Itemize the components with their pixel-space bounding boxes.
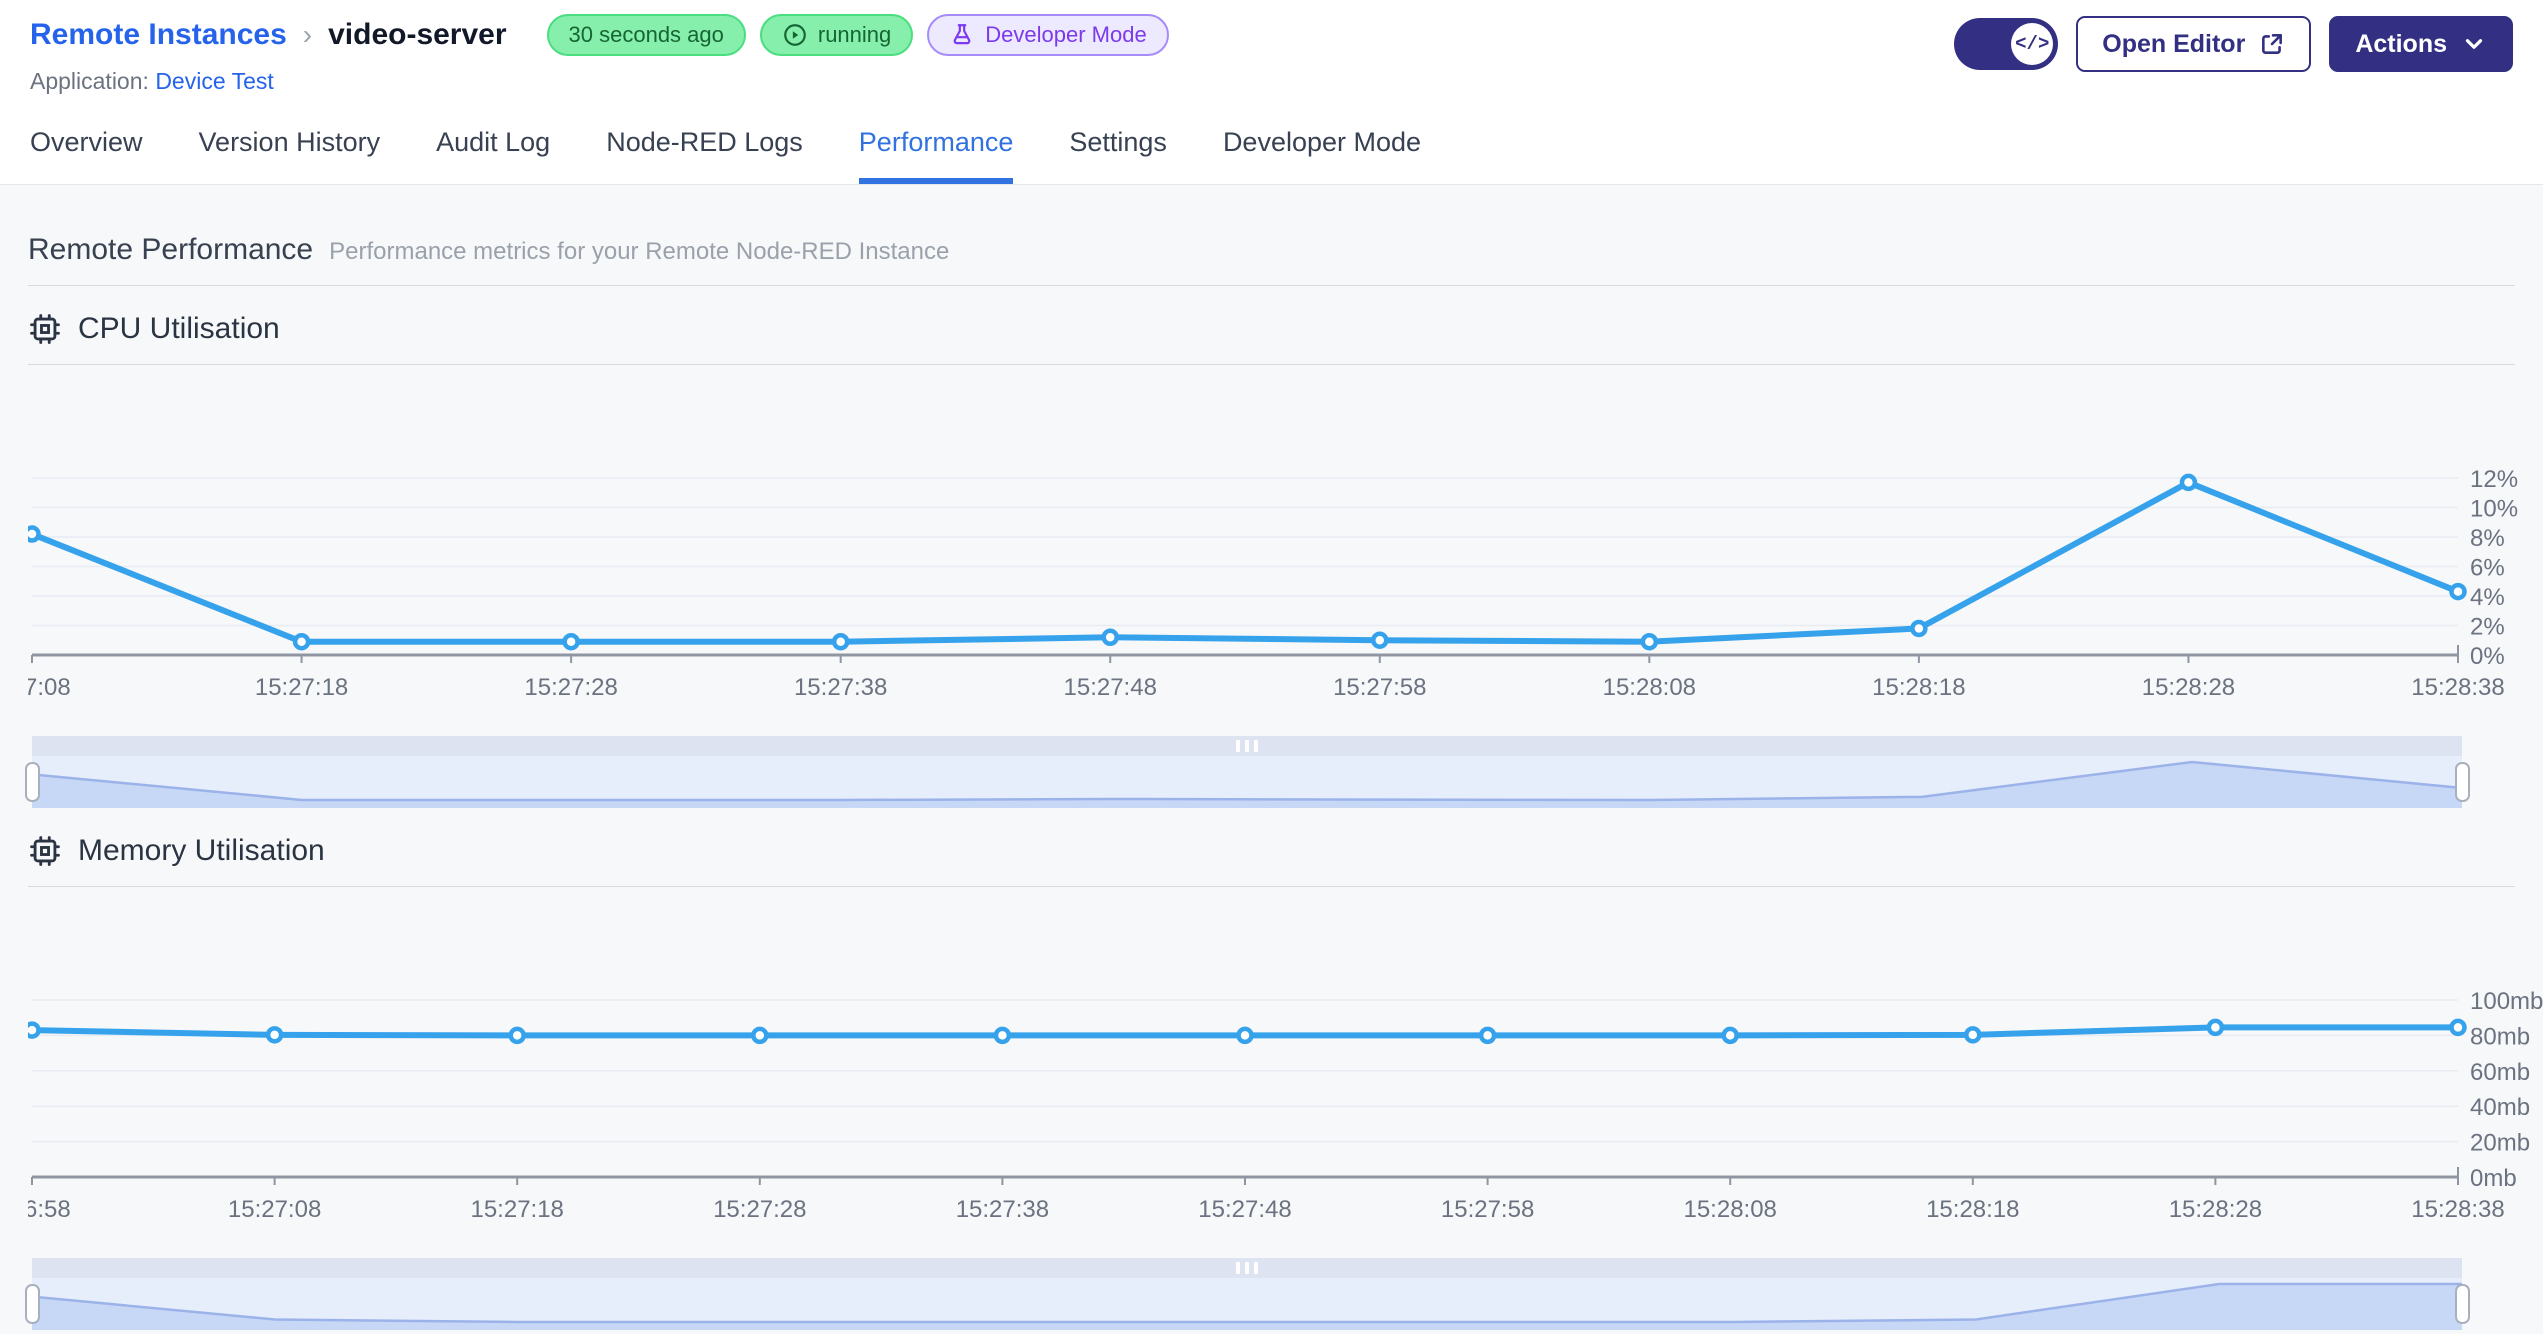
cpu-section: CPU Utilisation 0% 2% 4% 6% 8% 10% 12% 7:08 15:2… bbox=[25, 312, 2518, 808]
actions-label: Actions bbox=[2355, 29, 2447, 58]
play-circle-icon bbox=[784, 24, 806, 46]
instance-name: video-server bbox=[328, 18, 507, 51]
svg-text:7:08: 7:08 bbox=[28, 674, 71, 700]
svg-text:100mb: 100mb bbox=[2470, 988, 2543, 1015]
memory-chip-icon bbox=[30, 836, 60, 866]
cpu-brush-handle-right[interactable] bbox=[2455, 762, 2470, 802]
tab-version-history[interactable]: Version History bbox=[199, 100, 381, 184]
cpu-brush-minimap[interactable] bbox=[32, 756, 2462, 808]
tab-overview[interactable]: Overview bbox=[30, 100, 143, 184]
divider bbox=[28, 364, 2515, 365]
external-link-icon bbox=[2262, 34, 2283, 54]
svg-text:4%: 4% bbox=[2470, 584, 2505, 611]
last-seen-badge: 30 seconds ago bbox=[546, 14, 746, 56]
memory-brush-handle-right[interactable] bbox=[2455, 1284, 2470, 1324]
memory-section: Memory Utilisation 0mb 20mb 40mb 60mb 80mb 10… bbox=[25, 834, 2543, 1330]
memory-brush-track[interactable] bbox=[32, 1258, 2462, 1278]
memory-chart-brush[interactable] bbox=[25, 1258, 2470, 1330]
status-label: running bbox=[817, 22, 892, 47]
svg-text:15:27:38: 15:27:38 bbox=[794, 674, 887, 700]
svg-text:15:28:28: 15:28:28 bbox=[2169, 1196, 2262, 1222]
memory-brush-minimap[interactable] bbox=[32, 1278, 2462, 1330]
performance-panel: Remote Performance Performance metrics f… bbox=[0, 185, 2543, 1330]
svg-text:20mb: 20mb bbox=[2470, 1130, 2530, 1157]
application-row: Application: Device Test bbox=[30, 68, 1169, 95]
svg-text:40mb: 40mb bbox=[2470, 1094, 2530, 1121]
developer-mode-label: Developer Mode bbox=[985, 22, 1147, 47]
svg-text:12%: 12% bbox=[2470, 466, 2518, 493]
cpu-brush-track[interactable] bbox=[32, 736, 2462, 756]
breadcrumb-remote-instances-link[interactable]: Remote Instances bbox=[30, 18, 287, 51]
drag-grip-icon[interactable] bbox=[1236, 1262, 1258, 1274]
open-editor-label: Open Editor bbox=[2102, 29, 2246, 58]
svg-text:0%: 0% bbox=[2470, 643, 2505, 670]
open-editor-button[interactable]: Open Editor bbox=[2076, 16, 2312, 72]
svg-text:8%: 8% bbox=[2470, 525, 2505, 552]
cpu-chip-icon bbox=[30, 314, 60, 344]
code-icon: </> bbox=[2011, 23, 2054, 65]
last-seen-label: 30 seconds ago bbox=[568, 22, 724, 47]
svg-text:10%: 10% bbox=[2470, 496, 2518, 523]
memory-brush-handle-left[interactable] bbox=[25, 1284, 40, 1324]
divider bbox=[28, 886, 2515, 887]
developer-mode-badge: Developer Mode bbox=[927, 14, 1169, 56]
chevron-right-icon: › bbox=[302, 19, 313, 50]
cpu-chart-title: CPU Utilisation bbox=[78, 312, 280, 345]
page-subtitle: Performance metrics for your Remote Node… bbox=[329, 238, 950, 265]
actions-button[interactable]: Actions bbox=[2329, 16, 2513, 72]
cpu-chart-brush[interactable] bbox=[25, 736, 2470, 808]
svg-text:15:28:08: 15:28:08 bbox=[1603, 674, 1696, 700]
memory-chart-canvas[interactable]: 0mb 20mb 40mb 60mb 80mb 100mb 6:58 15:27:08 15:2… bbox=[28, 887, 2543, 1222]
tab-settings[interactable]: Settings bbox=[1069, 100, 1167, 184]
svg-text:15:27:18: 15:27:18 bbox=[470, 1196, 563, 1222]
svg-text:15:27:58: 15:27:58 bbox=[1441, 1196, 1534, 1222]
svg-text:0mb: 0mb bbox=[2470, 1165, 2517, 1192]
svg-text:15:27:08: 15:27:08 bbox=[228, 1196, 321, 1222]
svg-text:15:28:08: 15:28:08 bbox=[1683, 1196, 1776, 1222]
page-header: Remote Instances › video-server 30 secon… bbox=[0, 0, 2543, 100]
svg-text:15:28:18: 15:28:18 bbox=[1926, 1196, 2019, 1222]
svg-text:15:27:48: 15:27:48 bbox=[1064, 674, 1157, 700]
memory-chart-title: Memory Utilisation bbox=[78, 834, 325, 867]
svg-text:60mb: 60mb bbox=[2470, 1059, 2530, 1086]
application-link[interactable]: Device Test bbox=[155, 68, 274, 94]
tab-developer-mode[interactable]: Developer Mode bbox=[1223, 100, 1421, 184]
svg-text:15:27:38: 15:27:38 bbox=[956, 1196, 1049, 1222]
svg-text:80mb: 80mb bbox=[2470, 1023, 2530, 1050]
page-title: Remote Performance bbox=[28, 233, 314, 266]
tab-performance[interactable]: Performance bbox=[858, 100, 1013, 184]
developer-mode-toggle[interactable]: </> bbox=[1954, 18, 2059, 70]
instance-tabs: Overview Version History Audit Log Node-… bbox=[0, 100, 2543, 185]
svg-text:15:27:28: 15:27:28 bbox=[524, 674, 617, 700]
tab-node-red-logs[interactable]: Node-RED Logs bbox=[606, 100, 803, 184]
cpu-chart-canvas[interactable]: 0%2% 4%6% 8%10% 12% 7:08 15:27:18 15:27:28 15:2… bbox=[28, 365, 2543, 700]
svg-text:15:27:18: 15:27:18 bbox=[255, 674, 348, 700]
flask-icon bbox=[953, 24, 971, 45]
tab-audit-log[interactable]: Audit Log bbox=[436, 100, 550, 184]
drag-grip-icon[interactable] bbox=[1236, 740, 1258, 752]
chevron-down-icon bbox=[2465, 39, 2483, 49]
svg-text:15:27:48: 15:27:48 bbox=[1198, 1196, 1291, 1222]
svg-text:6:58: 6:58 bbox=[28, 1196, 71, 1222]
svg-text:6%: 6% bbox=[2470, 555, 2505, 582]
divider bbox=[28, 285, 2515, 286]
svg-text:15:28:28: 15:28:28 bbox=[2142, 674, 2235, 700]
svg-text:15:27:58: 15:27:58 bbox=[1333, 674, 1426, 700]
svg-text:15:28:38: 15:28:38 bbox=[2411, 1196, 2504, 1222]
cpu-brush-handle-left[interactable] bbox=[25, 762, 40, 802]
svg-text:15:28:38: 15:28:38 bbox=[2411, 674, 2504, 700]
svg-text:15:28:18: 15:28:18 bbox=[1872, 674, 1965, 700]
application-label: Application: bbox=[30, 68, 149, 94]
svg-text:2%: 2% bbox=[2470, 614, 2505, 641]
svg-text:15:27:28: 15:27:28 bbox=[713, 1196, 806, 1222]
status-badge: running bbox=[759, 14, 914, 56]
breadcrumb: Remote Instances › video-server 30 secon… bbox=[30, 14, 1169, 56]
